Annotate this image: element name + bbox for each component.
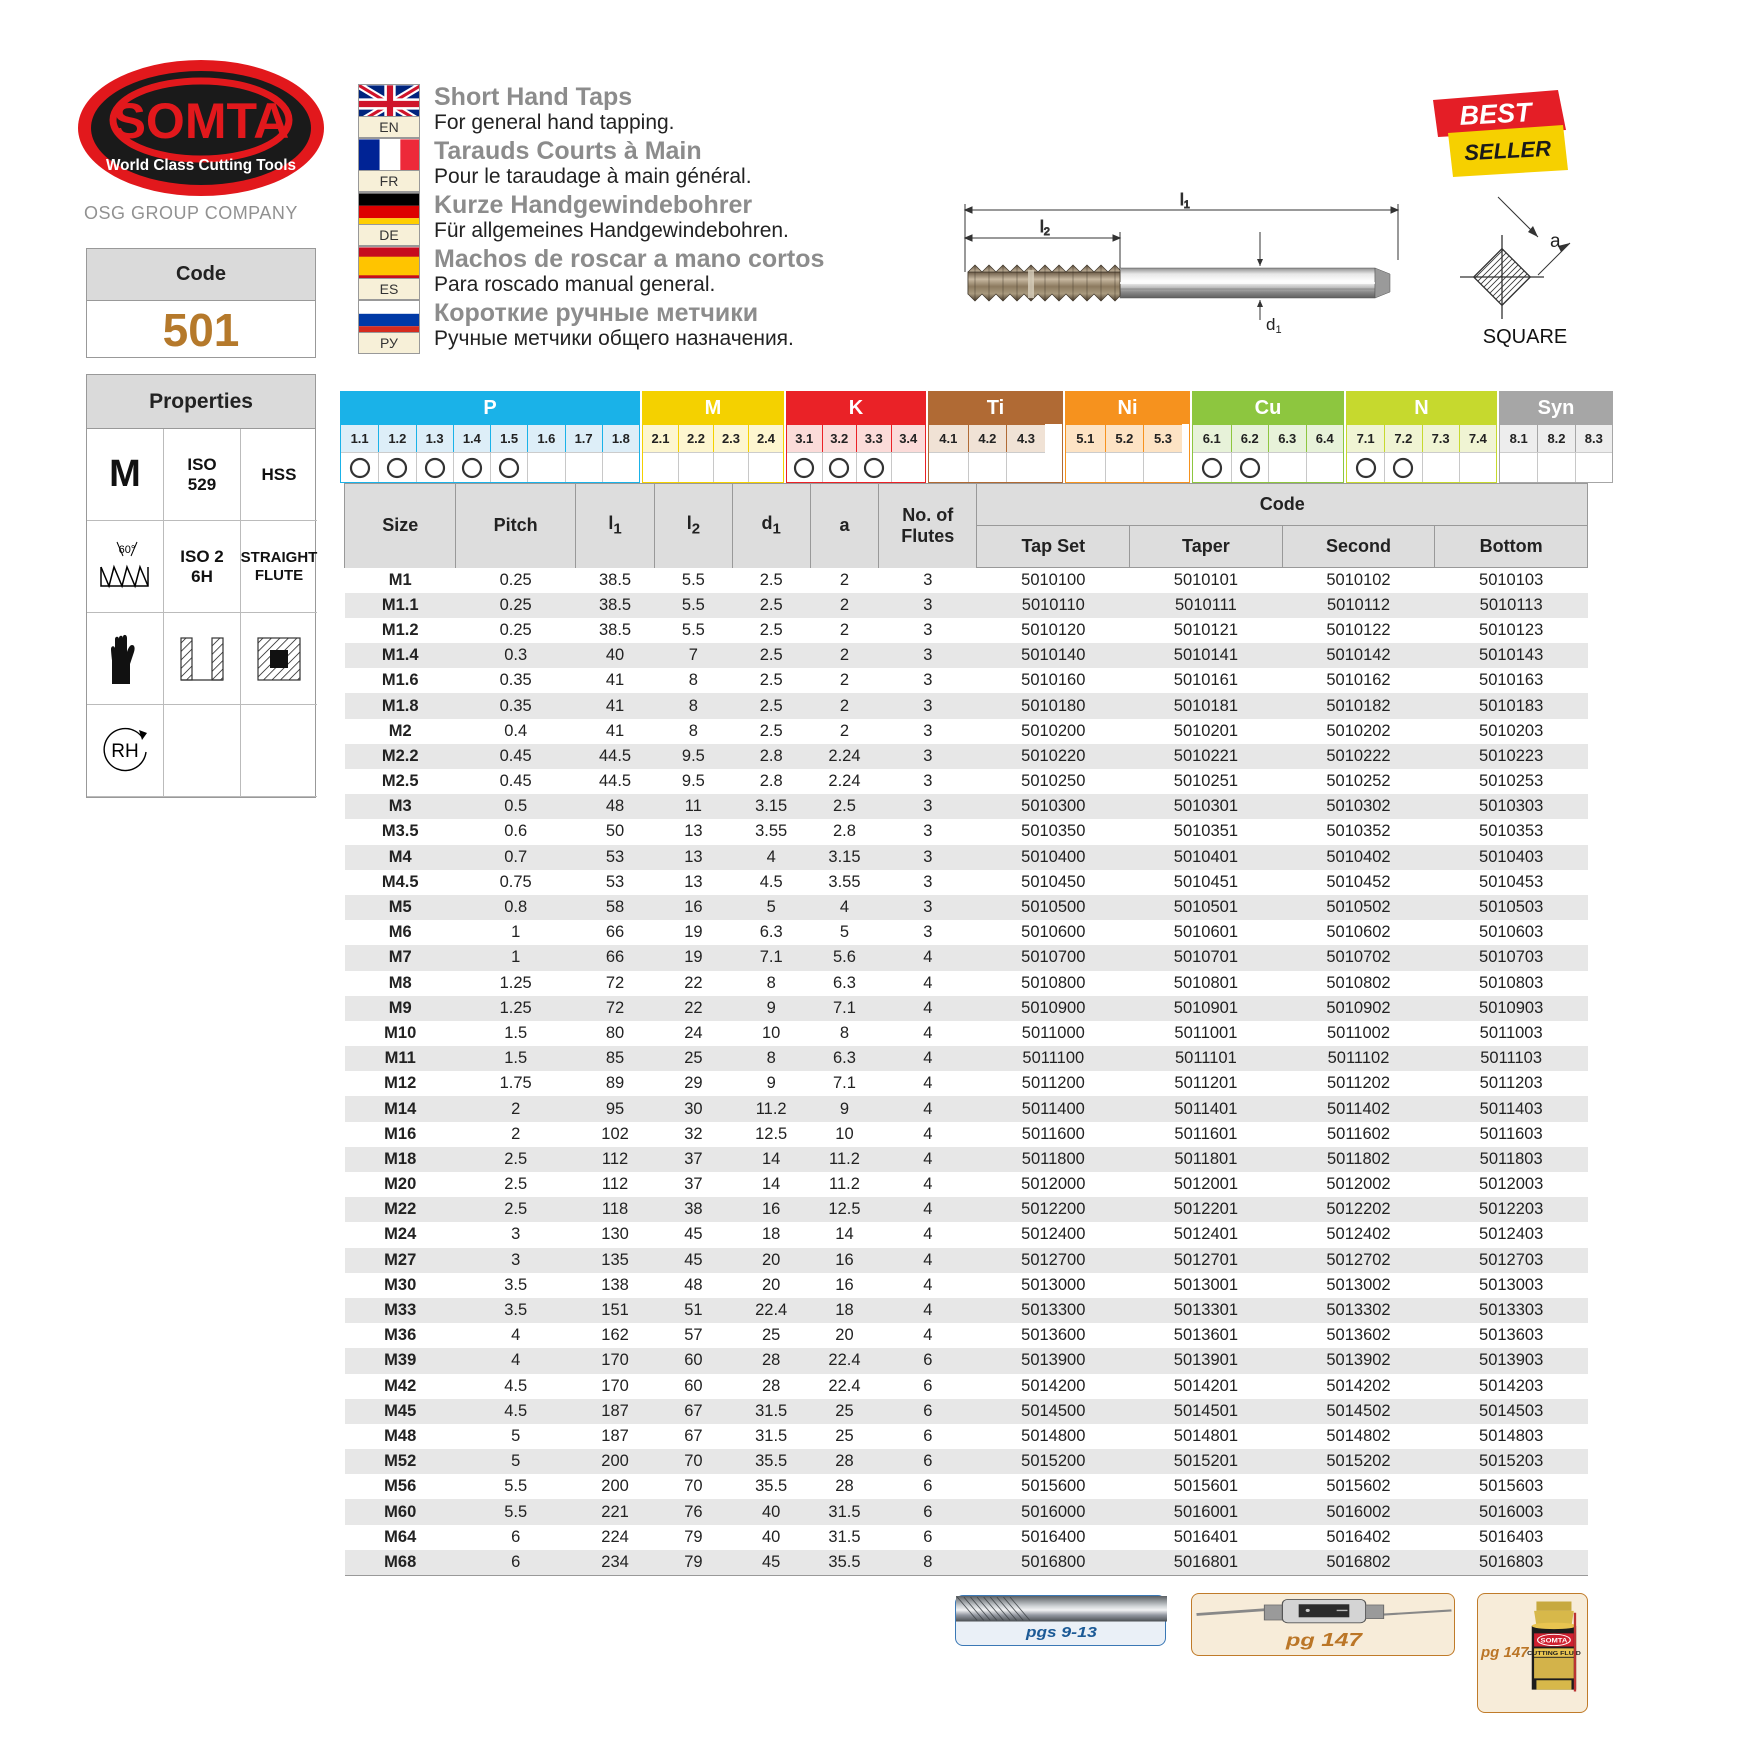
svg-text:CUTTING FLUID: CUTTING FLUID [1527, 1651, 1581, 1657]
svg-text:d1: d1 [1266, 315, 1282, 336]
svg-text:SOMTA: SOMTA [1541, 1638, 1568, 1644]
svg-text:SOMTA: SOMTA [113, 93, 290, 149]
svg-text:pgs 9-13: pgs 9-13 [1025, 1624, 1097, 1640]
svg-text:RH: RH [111, 741, 138, 762]
svg-text:60°: 60° [119, 544, 136, 556]
svg-text:BEST: BEST [1459, 97, 1535, 131]
svg-text:SQUARE: SQUARE [1483, 326, 1567, 348]
svg-text:pg 147: pg 147 [1285, 1629, 1363, 1650]
svg-text:l2: l2 [1040, 217, 1050, 238]
svg-text:l1: l1 [1180, 192, 1190, 211]
svg-text:a: a [1550, 231, 1561, 252]
svg-text:SELLER: SELLER [1464, 136, 1552, 166]
svg-text:World Class Cutting Tools: World Class Cutting Tools [106, 157, 296, 174]
